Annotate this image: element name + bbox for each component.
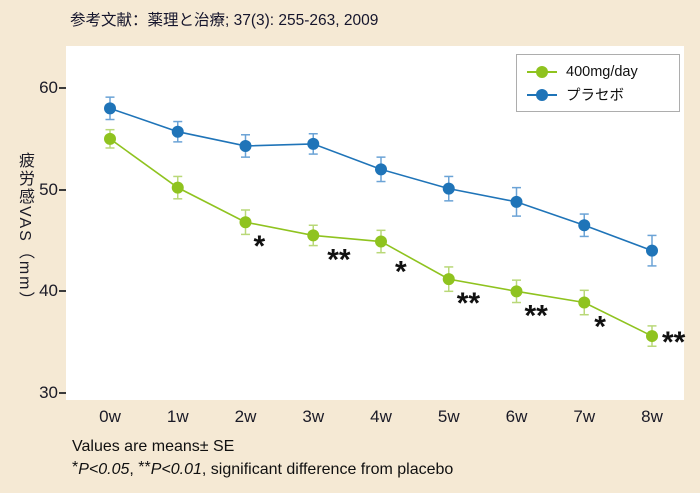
- series-400mg: [104, 128, 658, 347]
- data-point-marker: [307, 229, 320, 242]
- data-point-marker: [239, 216, 252, 229]
- data-point-marker: [171, 125, 184, 138]
- significance-asterisk: *: [254, 230, 266, 263]
- footer-segment: **: [138, 459, 151, 476]
- legend-marker-400mg-icon: [527, 65, 557, 79]
- data-point-marker: [104, 132, 116, 145]
- significance-asterisk: **: [662, 326, 686, 359]
- plot-area: * ** * ** ** * ** 400mg/day プラセボ: [66, 46, 686, 400]
- data-point-marker: [646, 330, 658, 343]
- footer-note-significance: *P<0.05, **P<0.01, significant differenc…: [72, 457, 453, 480]
- y-tick-label: 30: [39, 383, 58, 402]
- y-tick-mark: [59, 290, 66, 293]
- y-axis-title: 疲労感VAS（mm）: [16, 152, 33, 310]
- y-tick-mark: [59, 87, 66, 89]
- data-point-marker: [510, 285, 523, 298]
- data-point-marker: [375, 163, 387, 176]
- legend-dot-placebo: [536, 88, 548, 101]
- legend-dot-400mg: [536, 65, 548, 78]
- data-point-marker: [375, 235, 387, 248]
- footer-segment: P<0.01: [150, 461, 202, 478]
- legend-label-400mg: 400mg/day: [566, 63, 638, 80]
- x-tick-label: 8w: [641, 407, 663, 426]
- x-tick-label: 4w: [370, 407, 392, 426]
- x-tick-label: 5w: [437, 407, 460, 426]
- x-tick-label: 0w: [99, 407, 121, 426]
- footer-segment: ,: [129, 461, 139, 478]
- data-point-marker: [171, 181, 184, 194]
- legend-marker-placebo-icon: [527, 88, 557, 102]
- y-tick-mark: [59, 392, 66, 394]
- series-placebo: [104, 96, 658, 267]
- significance-asterisk: *: [395, 256, 407, 289]
- x-tick-label: 2w: [234, 407, 257, 426]
- y-tick-label: 50: [39, 179, 58, 199]
- data-point-marker: [510, 195, 523, 208]
- data-point-marker: [239, 139, 252, 152]
- data-point-marker: [442, 273, 455, 286]
- significance-asterisk: **: [525, 299, 549, 332]
- data-point-marker: [578, 296, 591, 309]
- legend-item-placebo: プラセボ: [527, 83, 669, 106]
- x-tick-label: 7w: [573, 407, 596, 426]
- y-tick-label: 40: [39, 281, 58, 301]
- x-tick-label: 6w: [505, 407, 528, 426]
- legend-label-placebo: プラセボ: [566, 88, 624, 104]
- legend: 400mg/day プラセボ: [516, 54, 680, 112]
- footer-segment: P<0.05: [78, 461, 130, 478]
- x-tick-label: 3w: [302, 407, 325, 426]
- footer-note-means: Values are means± SE: [72, 438, 235, 455]
- significance-asterisk: **: [327, 243, 351, 276]
- footer-notes: Values are means± SE *P<0.05, **P<0.01, …: [72, 436, 453, 480]
- data-point-marker: [442, 182, 455, 195]
- reference-citation: 参考文献：薬理と治療; 37(3): 255-263, 2009: [70, 12, 379, 29]
- y-tick-label: 60: [39, 78, 58, 97]
- significance-asterisk: **: [457, 287, 481, 320]
- footer-segment: , significant difference from placebo: [201, 461, 454, 478]
- significance-asterisk: *: [594, 311, 606, 344]
- data-point-marker: [646, 244, 658, 257]
- data-point-marker: [104, 102, 116, 115]
- chart-svg: * ** *** ** * **: [104, 96, 686, 359]
- data-point-marker: [307, 137, 320, 150]
- legend-item-400mg: 400mg/day: [527, 60, 669, 83]
- data-point-marker: [578, 219, 591, 232]
- x-tick-label: 1w: [166, 407, 189, 426]
- y-tick-mark: [59, 188, 66, 191]
- footer-segment: *: [72, 459, 79, 476]
